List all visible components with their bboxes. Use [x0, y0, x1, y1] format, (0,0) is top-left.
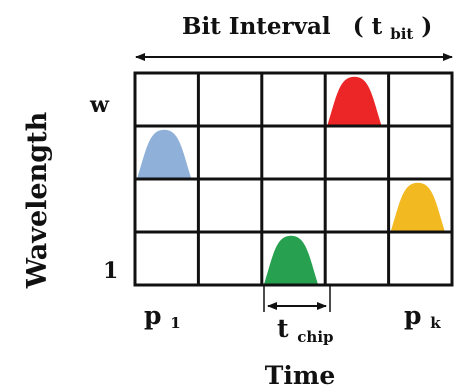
time-axis-label: Time: [265, 361, 335, 390]
pulse-yellow: [390, 182, 445, 232]
pulse-blue: [137, 129, 192, 179]
time-wavelength-grid: [133, 71, 454, 287]
bit-interval-title: Bit Interval ( t bit ): [182, 13, 432, 45]
chip-duration-label: t chip: [277, 314, 334, 346]
wavelength-bottom-label: 1: [103, 258, 118, 284]
wavelength-top-label: w: [89, 92, 110, 118]
pulse-red: [327, 76, 382, 126]
first-pulse-label: p 1: [144, 301, 181, 332]
pulse-green: [263, 235, 319, 285]
wavelength-axis-label: Wavelength: [22, 111, 53, 289]
last-pulse-label: p k: [404, 301, 441, 332]
pulses-group: [137, 76, 445, 285]
